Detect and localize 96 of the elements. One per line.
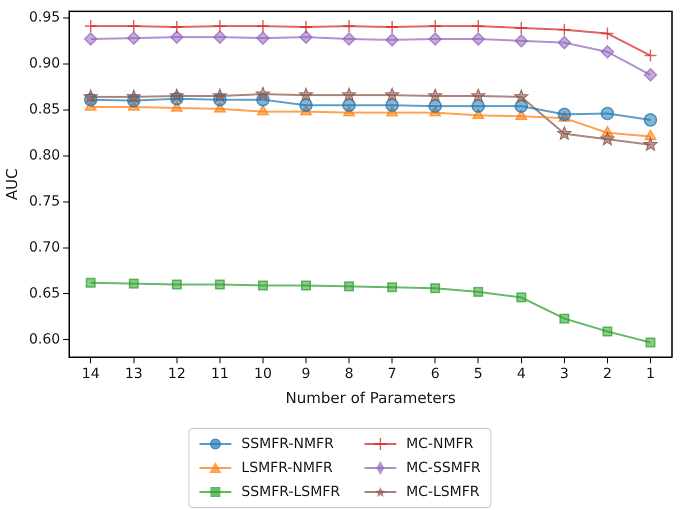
x-tick-label: 10 (254, 366, 272, 382)
x-tick-label: 1 (646, 366, 655, 382)
point (600, 45, 614, 59)
point (256, 19, 270, 33)
point (387, 282, 398, 292)
point (514, 34, 528, 48)
x-tick-label: 2 (602, 366, 612, 382)
point (299, 20, 313, 34)
point (557, 126, 572, 140)
point (256, 86, 270, 100)
point (558, 36, 572, 50)
y-tick-label: 0.75 (29, 193, 60, 210)
point (299, 98, 313, 112)
y-tick-label: 0.95 (29, 9, 60, 26)
point (428, 19, 442, 33)
x-tick-label: 9 (302, 366, 310, 382)
point (301, 280, 311, 290)
point (128, 278, 139, 289)
y-tick-label: 0.90 (29, 55, 60, 72)
point (430, 283, 440, 294)
x-tick-label: 3 (560, 366, 569, 382)
point (471, 88, 486, 102)
point (644, 48, 658, 62)
x-tick-label: 13 (124, 366, 143, 382)
point (428, 32, 442, 46)
point (212, 88, 228, 102)
point (602, 326, 612, 336)
point (428, 99, 442, 113)
point (342, 88, 356, 102)
point (643, 137, 658, 151)
point (126, 89, 141, 104)
point (342, 32, 356, 46)
x-tick-label: 14 (82, 366, 100, 382)
point (127, 19, 141, 33)
x-tick-label: 12 (168, 366, 186, 382)
point (213, 19, 227, 33)
legend-label: SSMFR-NMFR (241, 436, 334, 452)
point (514, 89, 528, 104)
point (170, 20, 184, 34)
point (385, 33, 399, 47)
point (600, 26, 614, 40)
point (214, 280, 225, 290)
legend-label: MC-LSMFR (406, 484, 480, 500)
x-tick-label: 4 (516, 366, 526, 382)
y-axis-title: AUC (2, 168, 21, 200)
legend-label: MC-NMFR (406, 436, 474, 452)
point (514, 21, 528, 35)
point (299, 30, 313, 44)
point (256, 104, 269, 116)
y-tick-label: 0.80 (29, 147, 60, 164)
x-tick-label: 11 (210, 366, 229, 382)
y-tick-label: 0.85 (29, 101, 60, 118)
point (645, 337, 656, 348)
point (86, 278, 96, 288)
x-tick-label: 8 (344, 366, 354, 382)
point (428, 88, 442, 102)
point (384, 88, 400, 102)
point (170, 88, 184, 102)
point (558, 23, 572, 37)
point (127, 31, 141, 45)
legend-label: MC-SSMFR (406, 460, 481, 476)
x-axis-title: Number of Parameters (286, 388, 456, 407)
point (170, 30, 184, 44)
point (600, 106, 614, 120)
point (213, 30, 227, 44)
point (471, 32, 485, 46)
y-tick-label: 0.60 (29, 331, 60, 348)
x-tick-label: 5 (474, 366, 483, 382)
point (258, 280, 268, 290)
point (342, 98, 356, 112)
point (471, 99, 485, 113)
point (644, 113, 658, 127)
point (385, 98, 399, 112)
point (600, 132, 615, 146)
y-tick-label: 0.65 (29, 285, 60, 302)
point (84, 19, 98, 33)
point (84, 32, 98, 46)
point (516, 292, 526, 302)
point (344, 281, 354, 292)
point (644, 68, 658, 82)
point (559, 314, 570, 324)
point (471, 19, 485, 33)
point (558, 108, 572, 122)
point (644, 130, 656, 140)
x-tick-label: 6 (430, 366, 440, 382)
legend-label: SSMFR-LSMFR (241, 484, 340, 500)
point (298, 88, 314, 102)
y-tick-label: 0.70 (29, 239, 60, 256)
point (84, 89, 98, 104)
point (385, 20, 399, 34)
x-tick-label: 7 (388, 366, 397, 382)
point (172, 280, 182, 290)
legend-label: LSMFR-NMFR (241, 460, 333, 476)
point (256, 31, 270, 45)
point (342, 19, 356, 33)
point (473, 286, 484, 297)
